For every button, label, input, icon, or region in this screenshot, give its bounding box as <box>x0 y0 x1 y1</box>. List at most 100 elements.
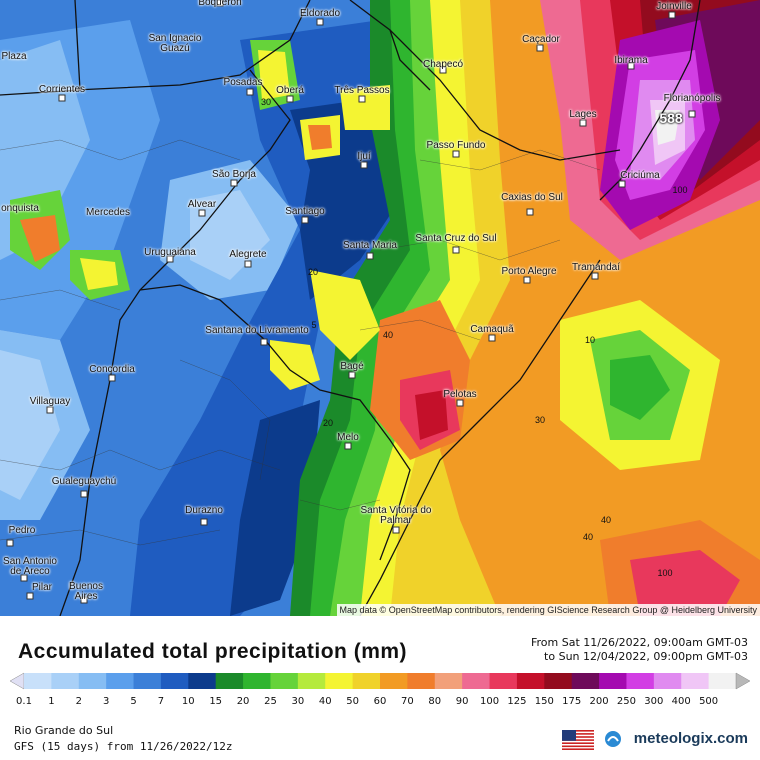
contour-label: 30 <box>534 415 546 425</box>
scale-tick-label: 100 <box>479 696 500 707</box>
scale-tick-label: 25 <box>264 696 277 707</box>
date-range: From Sat 11/26/2022, 09:00am GMT-03 to S… <box>531 636 748 664</box>
scale-tick-label: 15 <box>209 696 223 707</box>
brand-name[interactable]: meteologix.com <box>633 730 748 747</box>
city-label: San Antonio de Areco <box>3 556 57 577</box>
scale-tick-label: 10 <box>181 696 195 707</box>
city-label: São Borja <box>212 169 256 180</box>
city-label: Melo <box>337 432 359 443</box>
city-label: Buenos Aires <box>69 581 103 602</box>
city-label: Oberá <box>276 85 304 96</box>
scale-tick-label: 150 <box>534 696 554 707</box>
scale-tick-label: 3 <box>102 696 110 707</box>
scale-tick-label: 80 <box>428 696 442 707</box>
scale-swatch <box>215 673 244 689</box>
scale-tick-label: 175 <box>562 696 582 707</box>
date-from: From Sat 11/26/2022, 09:00am GMT-03 <box>530 636 748 649</box>
scale-swatch <box>160 673 189 689</box>
scale-tick-label: 50 <box>346 696 359 707</box>
city-label: Gualeguaychú <box>51 476 117 487</box>
color-scale-ticks: 0.1 1 2 3 5 7 10 15 20 25 30 40 50 60 70 80 90 100 125 150 1… <box>0 696 760 710</box>
city-label: Três Passos <box>334 85 390 96</box>
city-label: Corrientes <box>38 84 86 95</box>
city-label: Santa Vitória do Palmar <box>360 505 432 526</box>
scale-swatch <box>407 673 436 689</box>
contour-label: 20 <box>307 267 319 277</box>
city-label: Camaquã <box>470 324 514 335</box>
max-value-label: 588 <box>659 110 683 126</box>
city-label: Santa Cruz do Sul <box>415 233 497 244</box>
precipitation-map[interactable]: Boqueron Eldorado Joinville San Ignacio … <box>0 0 760 616</box>
city-label: Bagé <box>340 361 364 372</box>
scale-tick-label: 70 <box>401 696 414 707</box>
scale-tick-label: 90 <box>455 696 469 707</box>
scale-tick-label: 300 <box>644 696 664 707</box>
us-flag-icon[interactable] <box>562 730 594 750</box>
scale-tick-label: 125 <box>507 696 527 707</box>
contour-label: 100 <box>657 568 673 578</box>
city-label: Pilar <box>31 582 53 593</box>
city-label: onquista <box>1 203 39 214</box>
scale-tick-label: 5 <box>130 696 137 707</box>
city-label: Caçador <box>522 34 560 45</box>
city-label: Pelotas <box>443 389 477 400</box>
city-label: Pedro <box>8 525 36 536</box>
city-label: Lages <box>569 109 597 120</box>
scale-swatch <box>571 673 600 689</box>
scale-swatch <box>297 673 326 689</box>
scale-tick-label: 30 <box>291 696 305 707</box>
scale-swatch <box>489 673 518 689</box>
scale-swatch <box>133 673 162 689</box>
city-label: Plaza <box>1 51 27 62</box>
scale-tick-label: 0.1 <box>16 696 32 707</box>
contour-label: 40 <box>600 515 612 525</box>
city-label: Joinville <box>656 1 692 12</box>
city-label: Santiago <box>285 206 325 217</box>
scale-tick-label: 250 <box>616 696 636 707</box>
scale-swatch <box>681 673 710 689</box>
scale-swatch <box>24 673 52 689</box>
contour-label: 40 <box>382 330 394 340</box>
contour-label: 5 <box>311 320 317 330</box>
city-label: Concordia <box>89 364 135 375</box>
scale-swatch <box>106 673 135 689</box>
scale-swatch <box>380 673 408 689</box>
city-label: Florianópolis <box>663 93 721 104</box>
scale-swatch <box>51 673 80 689</box>
scale-tick-label: 20 <box>236 696 250 707</box>
city-label: Durazno <box>185 505 223 516</box>
city-label: Posadas <box>223 77 263 88</box>
scale-tick-label: 500 <box>699 696 719 707</box>
city-label: Caxias do Sul <box>501 192 563 203</box>
city-label: Tramandaí <box>572 262 620 273</box>
city-label: Santana do Livramento <box>205 325 309 336</box>
city-label: Uruguaiana <box>144 247 196 258</box>
scale-tick-label: 7 <box>157 696 165 707</box>
city-label: Boqueron <box>198 0 242 8</box>
scale-swatch <box>599 673 627 689</box>
scale-swatch <box>544 673 573 689</box>
scale-swatch <box>708 673 737 689</box>
city-label: Santa Maria <box>343 240 397 251</box>
city-label: Eldorado <box>299 8 341 19</box>
scale-arrow-low <box>10 672 25 690</box>
scale-swatch <box>626 673 655 689</box>
region-name: Rio Grande do Sul <box>14 724 114 737</box>
city-label: Porto Alegre <box>501 266 557 277</box>
city-label: Criciúma <box>620 170 660 181</box>
meteologix-logo-icon <box>605 731 621 747</box>
scale-swatch <box>653 673 682 689</box>
city-label: Alegrete <box>229 249 267 260</box>
map-title: Accumulated total precipitation (mm) <box>18 640 408 663</box>
scale-swatch <box>516 673 545 689</box>
contour-label: 20 <box>322 418 334 428</box>
scale-tick-label: 400 <box>671 696 691 707</box>
scale-swatch <box>462 673 491 689</box>
city-label: Passo Fundo <box>426 140 486 151</box>
scale-tick-label: 60 <box>373 696 387 707</box>
scale-swatch <box>352 673 381 689</box>
scale-swatch <box>434 673 463 689</box>
contour-label: 100 <box>672 185 688 195</box>
city-label: Mercedes <box>86 207 130 218</box>
model-info: GFS (15 days) from 11/26/2022/12z <box>14 740 233 753</box>
